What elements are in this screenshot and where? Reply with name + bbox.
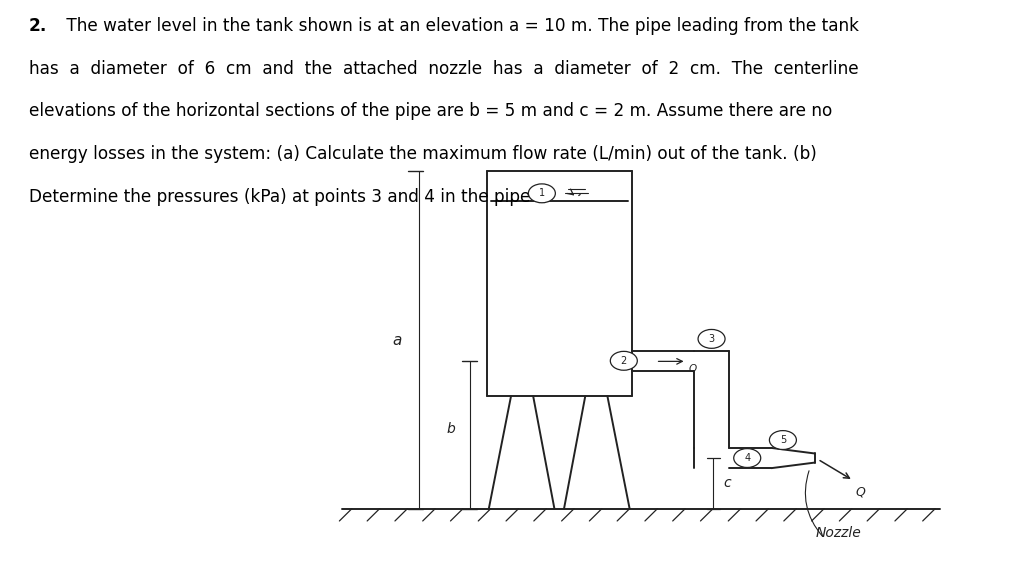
Text: c: c <box>723 477 731 490</box>
Ellipse shape <box>734 448 761 468</box>
Ellipse shape <box>610 351 637 370</box>
Text: elevations of the horizontal sections of the pipe are b = 5 m and c = 2 m. Assum: elevations of the horizontal sections of… <box>29 102 833 120</box>
Ellipse shape <box>769 430 797 450</box>
Text: Q: Q <box>688 364 696 374</box>
Text: energy losses in the system: (a) Calculate the maximum flow rate (L/min) out of : energy losses in the system: (a) Calcula… <box>29 145 817 163</box>
Text: a: a <box>392 333 402 347</box>
Text: 5: 5 <box>780 435 786 445</box>
Text: has  a  diameter  of  6  cm  and  the  attached  nozzle  has  a  diameter  of  2: has a diameter of 6 cm and the attached … <box>29 60 858 78</box>
Text: The water level in the tank shown is at an elevation a = 10 m. The pipe leading : The water level in the tank shown is at … <box>60 17 859 35</box>
Text: 2.: 2. <box>29 17 47 35</box>
Text: Q: Q <box>855 485 865 498</box>
Ellipse shape <box>698 329 725 348</box>
Text: 2: 2 <box>621 356 627 366</box>
Text: b: b <box>446 423 455 436</box>
Text: 3: 3 <box>709 334 715 344</box>
Ellipse shape <box>528 184 555 203</box>
Text: Determine the pressures (kPa) at points 3 and 4 in the pipe: Determine the pressures (kPa) at points … <box>29 188 530 206</box>
Text: 1: 1 <box>539 188 545 198</box>
Text: 4: 4 <box>744 453 751 463</box>
Text: Nozzle: Nozzle <box>816 525 862 540</box>
